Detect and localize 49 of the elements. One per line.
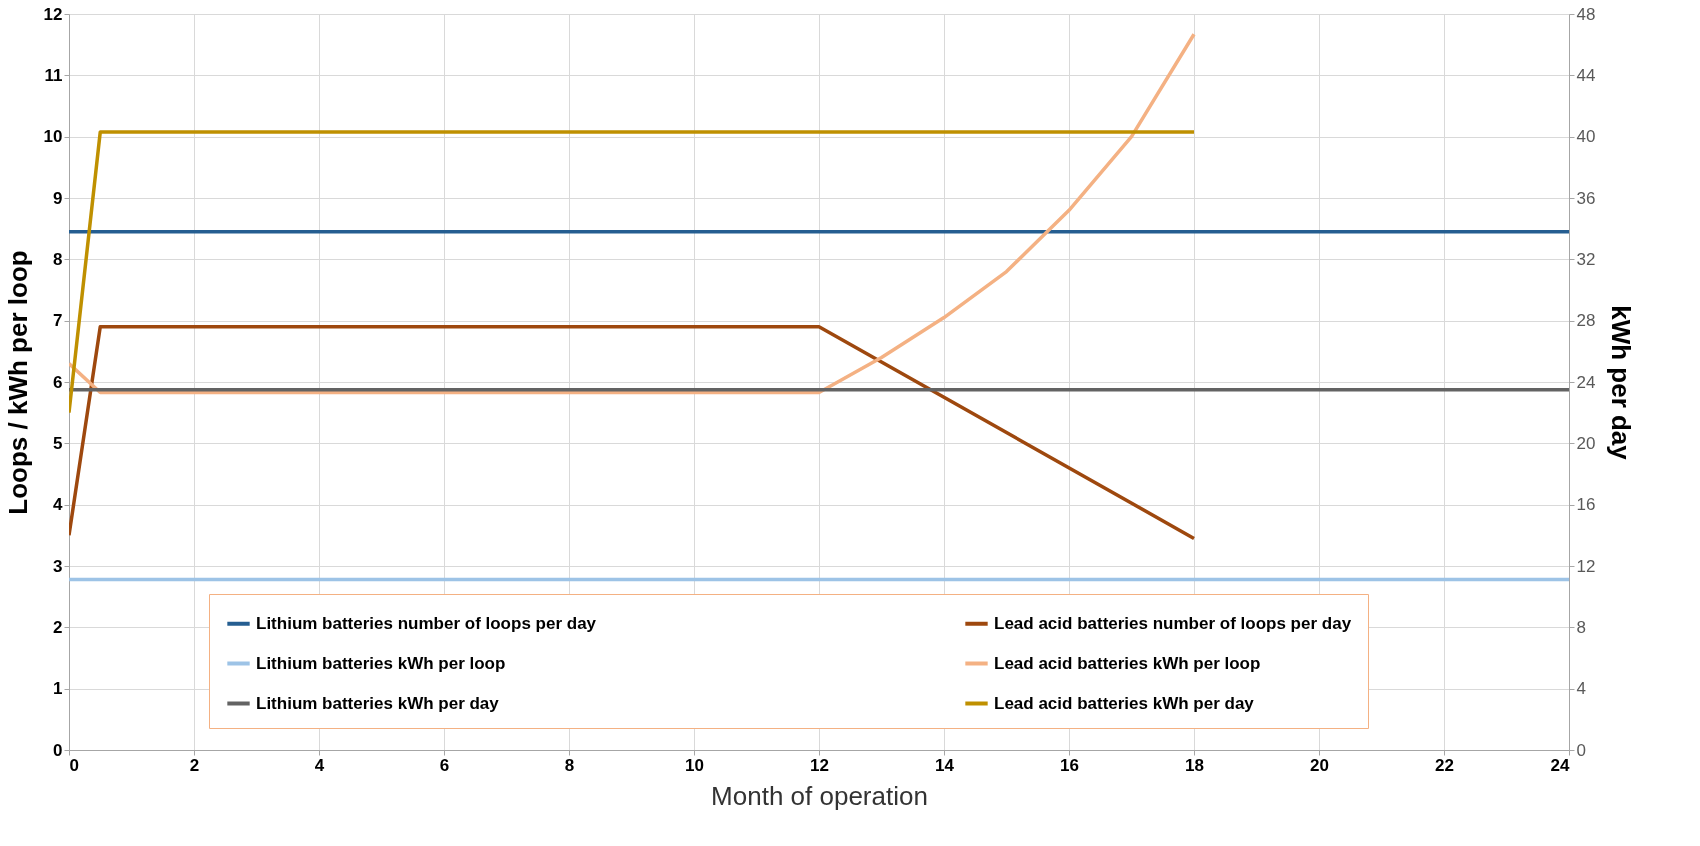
x-tick-label: 22 [1435,755,1454,775]
y-tick-label: 5 [53,433,63,453]
y2-tick-label: 36 [1576,188,1596,208]
y-tick-label: 11 [44,65,63,85]
y-tick-label: 10 [43,127,63,147]
legend-label: Lithium batteries kWh per loop [256,653,506,673]
legend-label: Lead acid batteries kWh per loop [994,653,1261,673]
x-tick-label: 24 [1550,755,1571,775]
y2-tick-label: 40 [1576,127,1596,147]
legend-label: Lead acid batteries kWh per day [994,693,1255,713]
x-tick-label: 8 [564,755,575,775]
y-axis-title: Loops / kWh per loop [2,250,33,515]
y2-tick-label: 28 [1576,311,1596,331]
y-tick-label: 2 [53,617,63,637]
y2-tick-label: 4 [1576,679,1586,699]
x-tick-label: 12 [810,755,829,775]
x-tick-label: 6 [439,755,450,775]
y-tick-label: 6 [53,372,63,392]
y-tick-label: 7 [53,311,63,331]
y-tick-label: 0 [53,740,63,760]
y-tick-label: 9 [53,188,63,208]
y2-tick-label: 20 [1576,433,1596,453]
x-tick-label: 16 [1060,755,1079,775]
x-tick-label: 20 [1310,755,1329,775]
y2-tick-label: 32 [1576,249,1596,269]
y-tick-label: 1 [53,679,63,699]
legend-label: Lithium batteries kWh per day [256,693,500,713]
y2-tick-label: 48 [1576,4,1596,24]
x-tick-label: 10 [685,755,704,775]
x-tick-label: 18 [1185,755,1204,775]
y2-tick-label: 0 [1576,740,1586,760]
y-tick-label: 12 [43,4,63,24]
y2-tick-label: 12 [1576,556,1596,576]
y-tick-label: 3 [53,556,63,576]
y2-tick-label: 44 [1576,65,1596,85]
y-tick-label: 4 [53,495,64,515]
y2-tick-label: 8 [1576,617,1586,637]
line-series [69,32,1196,395]
legend-label: Lithium batteries number of loops per day [256,613,597,633]
x-tick-label: 0 [69,755,79,775]
y2-tick-label: 16 [1576,495,1596,515]
x-axis-title: Month of operation [711,780,928,811]
x-tick-label: 14 [935,755,955,775]
y2-tick-label: 24 [1576,372,1596,392]
y-tick-label: 8 [53,249,63,269]
y2-axis-title: kWh per day [1606,305,1637,461]
x-tick-label: 4 [314,755,325,775]
legend-label: Lead acid batteries number of loops per day [994,613,1352,633]
x-tick-label: 2 [189,755,200,775]
